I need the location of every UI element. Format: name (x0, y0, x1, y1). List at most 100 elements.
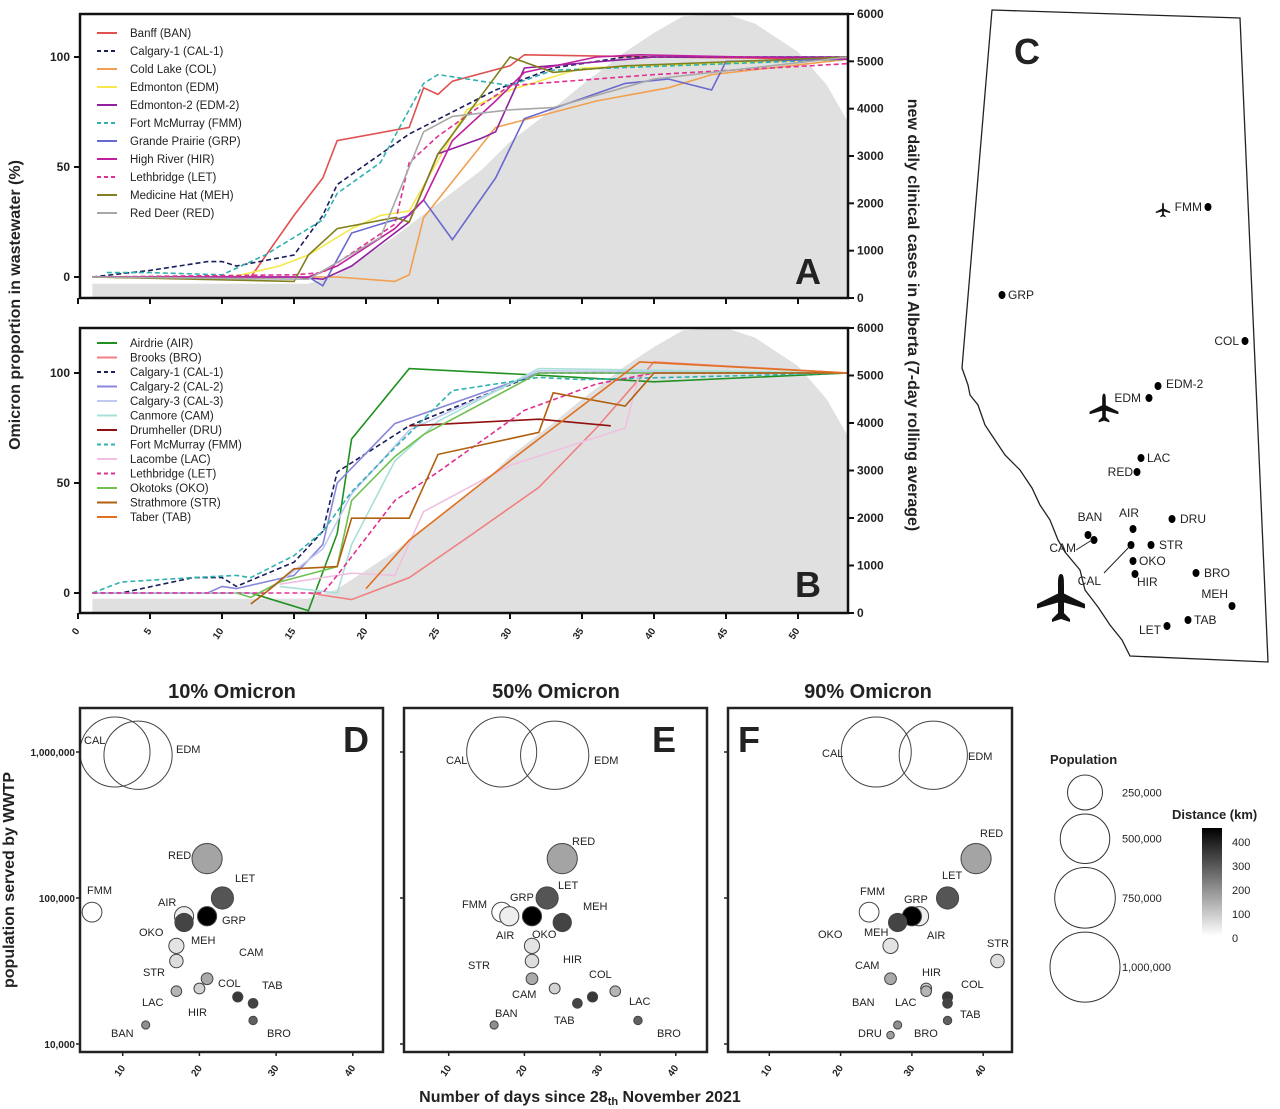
panel-letter-b: B (795, 564, 821, 605)
bubble-label: TAB (554, 1015, 575, 1027)
legend-label: Lethbridge (LET) (130, 469, 216, 481)
bubble-label: EDM (968, 751, 992, 763)
legend-label: Brooks (BRO) (130, 353, 202, 365)
series-line-cold-lake-col- (92, 58, 849, 283)
site-label: EDM-2 (1166, 377, 1204, 391)
series-line-lethbridge-let- (92, 62, 849, 278)
legend-label: Fort McMurray (FMM) (130, 118, 242, 130)
bubble-label: BAN (495, 1008, 518, 1020)
x-axis-label-pre: Number of days since 28 (419, 1089, 608, 1106)
bubble-edm (898, 720, 968, 790)
bubble-label: TAB (960, 1009, 981, 1021)
airplane-shape (1089, 393, 1119, 423)
bubble-str (169, 953, 184, 969)
site-label: FMM (1175, 200, 1202, 214)
site-label: BAN (1078, 510, 1103, 524)
series-line-grande-prairie-grp- (92, 58, 849, 287)
series-line-fort-mcmurray-fmm- (106, 58, 849, 276)
bubble-label: HIR (922, 967, 941, 979)
site-marker-lac (1137, 454, 1145, 462)
legend-label: Calgary-1 (CAL-1) (130, 46, 223, 58)
bubble-label: AIR (927, 930, 945, 942)
y2-tick-label: 3000 (857, 464, 884, 478)
bubble-cam (525, 972, 539, 986)
x-tick-label: 10 (439, 1063, 455, 1079)
bubble-cam (200, 972, 214, 986)
plot-frame (78, 706, 385, 1054)
site-label: EDM (1114, 391, 1141, 405)
bubble-label: STR (143, 967, 165, 979)
y2-tick-label: 1000 (857, 559, 884, 573)
bubble-str (990, 953, 1005, 969)
legend-label: Okotoks (OKO) (130, 483, 209, 495)
bubble-ban (893, 1020, 903, 1030)
panel-c-map: C FMM GRP COL EDM-2 EDM LAC RED BAN AIR DRU CAM STR O… (961, 9, 1269, 663)
bubble-label: MEH (583, 901, 608, 913)
bubble-label: BAN (111, 1028, 134, 1040)
legend-label: High River (HIR) (130, 154, 215, 166)
bubble-red (960, 843, 992, 875)
y-axis-label-cases: new daily clinical cases in Alberta (7-d… (904, 99, 921, 531)
x-tick-label: 30 (266, 1063, 282, 1079)
bubble-label: BRO (657, 1028, 681, 1040)
legend-label: Medicine Hat (MEH) (130, 190, 234, 202)
bubble-meh (174, 912, 194, 933)
airplane-shape (1037, 574, 1085, 622)
series-line-banff-ban- (92, 53, 849, 278)
y-tick-label: 0 (63, 586, 70, 600)
site-label: AIR (1119, 506, 1139, 520)
site-marker-oko (1129, 557, 1137, 565)
panel-letter-c: C (1014, 31, 1040, 72)
x-tick-label: 10 (113, 1063, 129, 1079)
y2-tick-label: 3000 (857, 149, 884, 163)
x-tick-label: 20 (831, 1063, 847, 1079)
x-tick-label: 20 (514, 1063, 530, 1079)
bubble-label: RED (980, 828, 1003, 840)
bubble-bro (942, 1015, 953, 1026)
population-legend-label: 500,000 (1122, 834, 1162, 846)
bubble-label: GRP (510, 892, 534, 904)
y2-tick-label: 6000 (857, 7, 884, 21)
y-tick-label: 50 (57, 160, 71, 174)
legend-label: Taber (TAB) (130, 512, 191, 524)
site-marker-bro (1192, 569, 1200, 577)
bubble-bro (248, 1015, 258, 1026)
legend-label: Edmonton (EDM) (130, 82, 219, 94)
series-line-edmonton-edm- (92, 58, 849, 281)
series-line-brooks-bro- (308, 361, 849, 601)
bubble-tab (942, 997, 953, 1009)
y-tick-label: 100,000 (39, 894, 76, 905)
bubble-label: COL (589, 969, 612, 981)
population-legend-label: 250,000 (1122, 788, 1162, 800)
site-label: GRP (1008, 288, 1034, 302)
bubble-label: TAB (262, 980, 283, 992)
y-tick-label: 0 (63, 270, 70, 284)
site-marker-let (1163, 622, 1171, 630)
bubble-label: RED (572, 836, 595, 848)
bubble-dru (886, 1030, 895, 1040)
bubble-label: CAL (822, 748, 843, 760)
x-tick-label: 30 (499, 626, 515, 642)
panel-d: 10% Omicron CAL EDM RED LET FMM AIR GRP MEH OKO ST… (31, 681, 385, 1079)
site-label: RED (1108, 465, 1134, 479)
site-marker-dru (1168, 515, 1176, 523)
legend-label: Grande Prairie (GRP) (130, 136, 241, 148)
bubble-label: CAM (239, 947, 263, 959)
y2-tick-label: 2000 (857, 511, 884, 525)
bubble-label: GRP (222, 915, 246, 927)
bubble-meh (888, 912, 908, 933)
legend-label: Banff (BAN) (130, 28, 191, 40)
series-line-calgary-1-cal-1- (92, 56, 849, 278)
population-legend-circle (1067, 774, 1103, 811)
bubble-label: COL (218, 978, 241, 990)
legend-label: Drumheller (DRU) (130, 425, 222, 437)
y2-tick-label: 4000 (857, 102, 884, 116)
bubble-label: LET (235, 873, 255, 885)
bubble-label: FMM (860, 886, 885, 898)
distance-tick-label: 100 (1232, 909, 1250, 921)
site-label: MEH (1201, 587, 1228, 601)
legend-label: Airdrie (AIR) (130, 338, 193, 350)
x-tick-label: 35 (571, 626, 587, 642)
